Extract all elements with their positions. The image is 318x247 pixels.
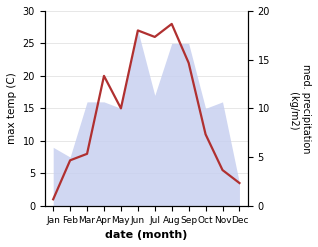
X-axis label: date (month): date (month) [105,230,188,240]
Y-axis label: max temp (C): max temp (C) [7,72,17,144]
Y-axis label: med. precipitation
 (kg/m2): med. precipitation (kg/m2) [289,64,311,153]
